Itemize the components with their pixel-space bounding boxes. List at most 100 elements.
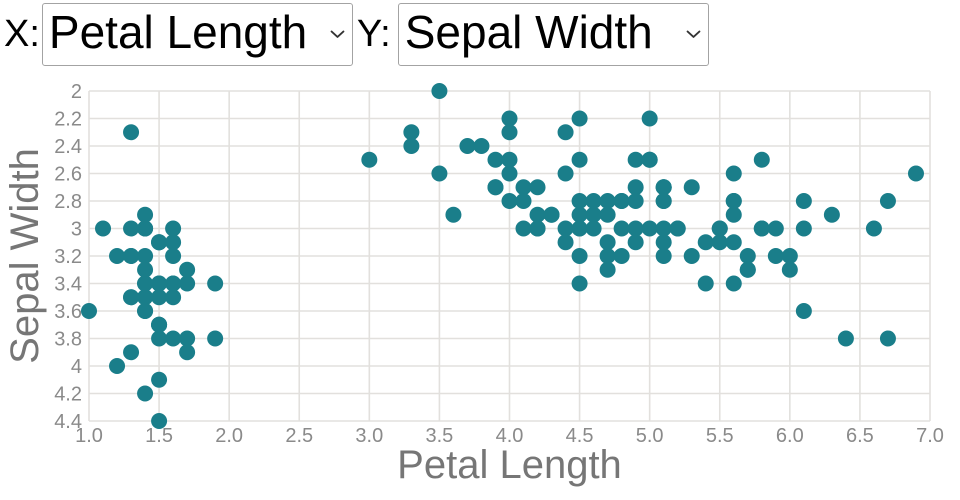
data-point: [795, 303, 812, 319]
x-tick-label: 1.0: [75, 425, 103, 447]
x-axis-title: Petal Length: [397, 443, 622, 487]
x-tick-label: 3.5: [426, 425, 454, 447]
y-tick-label: 2.2: [54, 109, 82, 131]
data-point: [123, 248, 140, 264]
data-point: [795, 193, 812, 209]
data-point: [515, 179, 532, 196]
data-point: [571, 220, 588, 237]
data-point: [879, 193, 896, 209]
data-point: [445, 206, 462, 223]
data-point: [137, 220, 154, 237]
data-point: [655, 248, 672, 264]
x-tick-label: 7.0: [916, 425, 944, 447]
data-point: [137, 261, 154, 278]
x-feature-select-wrap: Petal Length: [41, 2, 353, 66]
y-axis-title: Sepal Width: [3, 148, 47, 364]
data-point: [613, 220, 630, 237]
x-tick-label: 6.0: [776, 425, 804, 447]
data-point: [613, 193, 630, 209]
data-point: [767, 248, 784, 264]
x-tick-label: 4.0: [496, 425, 524, 447]
data-point: [571, 206, 588, 223]
data-point: [599, 206, 616, 223]
data-point: [697, 234, 714, 251]
y-tick-label: 3.4: [54, 274, 82, 296]
x-select-label: X:: [4, 13, 40, 55]
data-point: [879, 330, 896, 347]
x-tick-label: 5.5: [706, 425, 734, 447]
data-point: [123, 124, 140, 141]
data-point: [165, 220, 182, 237]
data-point: [151, 289, 168, 306]
data-point: [557, 165, 574, 182]
data-point: [487, 151, 504, 168]
data-point: [739, 248, 756, 264]
data-point: [165, 289, 182, 306]
plot-area[interactable]: [89, 91, 930, 421]
y-tick-label: 2.6: [54, 164, 82, 186]
data-point: [655, 179, 672, 196]
data-point: [137, 248, 154, 264]
y-tick-label: 4: [71, 356, 82, 378]
data-point: [207, 330, 224, 347]
data-point: [137, 303, 154, 319]
data-point: [179, 344, 196, 361]
data-point: [781, 261, 798, 278]
data-point: [725, 206, 742, 223]
y-tick-label: 3.8: [54, 329, 82, 351]
y-tick-label: 3.6: [54, 301, 82, 323]
data-point: [165, 275, 182, 292]
data-point: [557, 124, 574, 141]
data-point: [823, 206, 840, 223]
data-point: [361, 151, 378, 168]
scatter-plot: 1.0 1.5 2.0 2.5 3.0 3.5 4.0 4.5 5.0 5.5 6.0 6.5 7.0 2…: [3, 81, 944, 487]
data-point: [151, 330, 168, 347]
y-tick-label: 2.4: [54, 136, 82, 158]
data-point: [501, 193, 518, 209]
data-point: [179, 330, 196, 347]
data-point: [529, 179, 546, 196]
data-point: [781, 248, 798, 264]
data-point: [697, 275, 714, 292]
data-point: [403, 124, 420, 141]
data-point: [907, 165, 924, 182]
data-point: [571, 110, 588, 127]
data-point: [529, 220, 546, 237]
data-point: [473, 138, 490, 154]
data-point: [613, 248, 630, 264]
data-point: [431, 83, 448, 99]
y-tick-label: 4.2: [54, 384, 82, 406]
data-point: [207, 275, 224, 292]
data-point: [627, 193, 644, 209]
data-point: [557, 234, 574, 251]
data-point: [585, 220, 602, 237]
data-point: [655, 220, 672, 237]
data-point: [683, 248, 700, 264]
data-point: [683, 179, 700, 196]
data-point: [725, 234, 742, 251]
data-point: [725, 275, 742, 292]
data-point: [543, 206, 560, 223]
y-feature-select[interactable]: Sepal Width: [397, 2, 709, 66]
y-feature-select-wrap: Sepal Width: [397, 2, 709, 66]
data-point: [571, 193, 588, 209]
x-tick-label: 2.5: [285, 425, 313, 447]
data-point: [515, 193, 532, 209]
data-point: [137, 206, 154, 223]
data-point: [739, 261, 756, 278]
data-point: [165, 248, 182, 264]
data-point: [165, 330, 182, 347]
data-point: [557, 220, 574, 237]
data-point: [109, 358, 126, 374]
data-point: [725, 193, 742, 209]
data-point: [431, 165, 448, 182]
data-point: [501, 151, 518, 168]
data-point: [599, 261, 616, 278]
data-point: [137, 275, 154, 292]
data-point: [627, 220, 644, 237]
data-point: [725, 165, 742, 182]
x-feature-select[interactable]: Petal Length: [41, 2, 353, 66]
y-tick-label: 3.2: [54, 246, 82, 268]
data-point: [137, 385, 154, 402]
